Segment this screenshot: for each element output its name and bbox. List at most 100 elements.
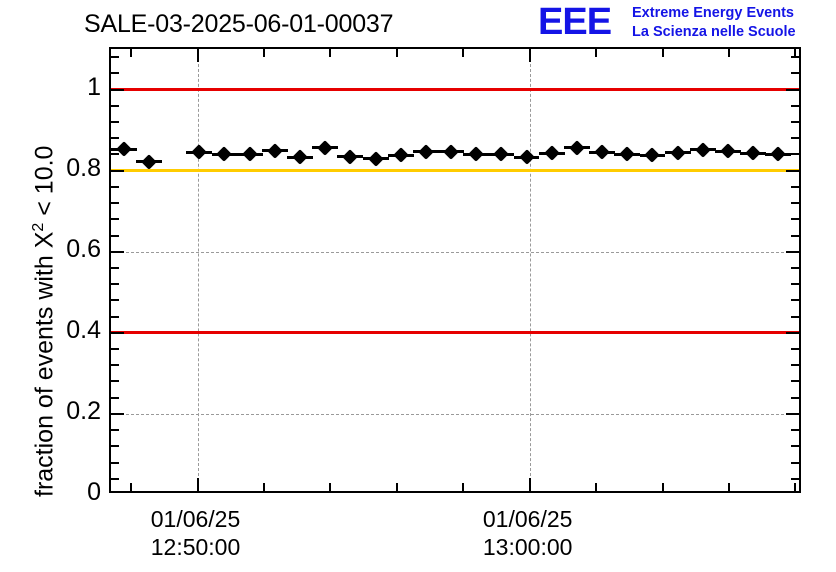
y-tick-minor-right — [791, 461, 799, 464]
y-tick-minor — [111, 137, 119, 140]
data-point-marker — [720, 143, 736, 159]
x-tick-label: 01/06/25 12:50:00 — [116, 505, 276, 561]
y-tick-minor-right — [791, 202, 799, 205]
eee-logo: EEE EEE Extreme Energy Events La Scienza… — [538, 2, 836, 47]
y-tick-minor — [111, 218, 119, 221]
x-tick-minor — [661, 483, 664, 491]
y-tick-major — [111, 169, 124, 172]
data-point-marker — [443, 143, 459, 160]
x-tick-minor-top — [661, 49, 664, 57]
y-tick-label: 0.6 — [66, 234, 101, 263]
y-axis-title-exponent: 2 — [30, 222, 47, 232]
y-tick-minor — [111, 185, 119, 188]
y-tick-major-right — [786, 331, 799, 334]
gridline-horizontal — [111, 413, 799, 415]
data-point-marker — [745, 145, 761, 161]
y-tick-minor — [111, 104, 119, 107]
x-tick-minor-top — [395, 49, 398, 57]
eee-logo-text: Extreme Energy Events La Scienza nelle S… — [632, 4, 796, 42]
data-point-marker — [191, 144, 207, 161]
y-tick-label: 0.4 — [66, 315, 101, 344]
data-point-marker — [594, 144, 610, 161]
x-tick-minor — [727, 483, 730, 491]
y-tick-minor-right — [791, 315, 799, 318]
y-tick-major-right — [786, 412, 799, 415]
y-tick-minor-right — [791, 364, 799, 367]
y-tick-minor — [111, 283, 119, 286]
y-tick-minor-right — [791, 429, 799, 432]
y-tick-minor — [111, 153, 119, 156]
x-tick-minor-top — [130, 49, 133, 57]
y-tick-minor — [111, 380, 119, 383]
y-tick-label: 0.2 — [66, 396, 101, 425]
x-tick-minor — [595, 483, 598, 491]
data-point-marker — [342, 149, 359, 165]
x-tick-minor — [130, 483, 133, 491]
y-tick-minor-right — [791, 56, 799, 59]
page-title: SALE-03-2025-06-01-00037 — [84, 10, 394, 38]
y-tick-minor — [111, 299, 119, 302]
y-tick-major — [111, 250, 124, 253]
y-tick-minor — [111, 461, 119, 464]
gridline-vertical — [197, 49, 199, 491]
y-tick-major — [111, 331, 124, 334]
x-tick-minor-top — [794, 49, 797, 57]
x-tick-minor — [462, 483, 465, 491]
plot-area — [109, 47, 801, 493]
eee-logo-line2: La Scienza nelle Scuole — [632, 24, 796, 40]
y-tick-minor — [111, 396, 119, 399]
y-tick-major-right — [786, 88, 799, 91]
x-tick-minor — [395, 483, 398, 491]
y-tick-minor-right — [791, 104, 799, 107]
x-tick-label: 01/06/25 13:00:00 — [448, 505, 608, 561]
x-tick-major-top — [196, 49, 199, 62]
x-tick-label-date: 01/06/25 — [482, 506, 573, 532]
plot-inner — [111, 49, 799, 491]
upper-red-threshold — [111, 88, 799, 92]
y-tick-minor-right — [791, 445, 799, 448]
x-tick-minor — [329, 483, 332, 491]
x-tick-label-time: 12:50:00 — [150, 534, 241, 560]
data-point-marker — [493, 146, 510, 162]
y-tick-minor-right — [791, 380, 799, 383]
data-point-marker — [669, 145, 686, 161]
gridline-horizontal — [111, 251, 799, 253]
y-tick-minor-right — [791, 137, 799, 140]
y-axis-title-prefix: fraction of events with X — [30, 231, 59, 497]
data-point-marker — [141, 153, 158, 170]
data-point-marker — [392, 147, 409, 163]
x-tick-minor-top — [329, 49, 332, 57]
y-tick-minor — [111, 234, 119, 237]
y-tick-major-right — [786, 169, 799, 172]
data-point-marker — [317, 139, 333, 156]
y-tick-minor — [111, 445, 119, 448]
data-point-marker — [770, 146, 787, 163]
yellow-threshold — [111, 169, 799, 173]
y-tick-minor — [111, 348, 119, 351]
y-tick-minor-right — [791, 283, 799, 286]
y-tick-minor — [111, 429, 119, 432]
data-point-marker — [569, 139, 585, 156]
data-point-marker — [266, 142, 283, 159]
y-tick-label: 0 — [87, 478, 101, 506]
y-tick-minor-right — [791, 348, 799, 351]
data-point-marker — [367, 151, 384, 167]
y-tick-label: 1 — [87, 72, 101, 101]
x-tick-minor — [262, 483, 265, 491]
data-point-marker — [644, 147, 661, 163]
data-point-marker — [241, 146, 258, 162]
y-tick-minor — [111, 120, 119, 123]
x-tick-minor — [794, 483, 797, 491]
y-tick-minor-right — [791, 477, 799, 480]
y-tick-minor-right — [791, 72, 799, 75]
data-point-marker — [619, 146, 635, 162]
data-point-marker — [468, 146, 485, 163]
x-tick-minor-top — [727, 49, 730, 57]
lower-red-threshold — [111, 331, 799, 335]
x-tick-minor-top — [262, 49, 265, 57]
y-tick-minor — [111, 477, 119, 480]
y-tick-major-right — [786, 250, 799, 253]
x-tick-label-date: 01/06/25 — [150, 506, 241, 532]
x-tick-major-top — [528, 49, 531, 62]
